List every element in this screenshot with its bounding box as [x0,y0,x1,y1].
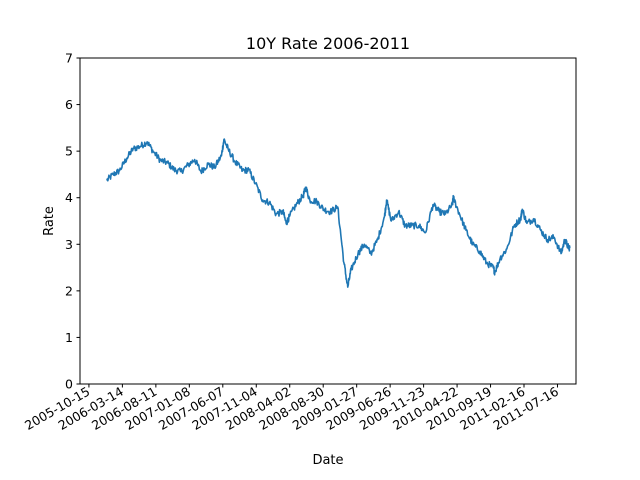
y-tick-label: 2 [65,283,73,298]
y-tick-label: 3 [65,237,73,252]
axis-ticks: 012345672005-10-152006-03-142006-08-1120… [22,51,561,433]
plot-data [106,138,571,288]
plot-area-frame [79,57,577,385]
x-axis-label: Date [312,453,343,468]
y-axis-label: Rate [42,206,57,236]
series-line [106,138,571,288]
y-tick-label: 4 [65,190,73,205]
y-tick-label: 0 [65,377,73,392]
y-tick-label: 7 [65,51,73,66]
y-tick-label: 6 [65,97,73,112]
y-tick-label: 5 [65,144,73,159]
chart-title: 10Y Rate 2006-2011 [246,34,410,53]
y-tick-label: 1 [65,330,73,345]
